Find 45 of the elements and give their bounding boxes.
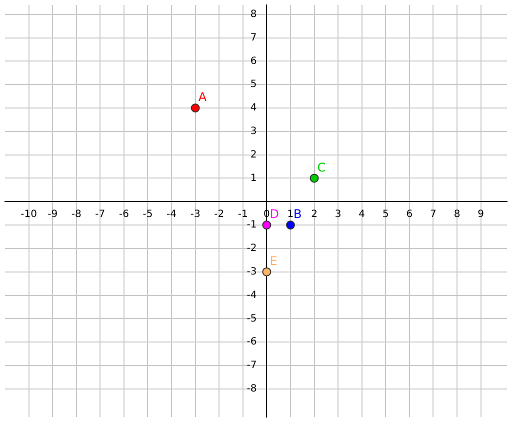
y-tick-label: 3 [250, 126, 257, 138]
x-tick-label: -7 [95, 209, 106, 220]
y-tick-label: -1 [246, 220, 257, 231]
y-tick-label: 1 [250, 172, 257, 184]
y-tick-label: -7 [246, 360, 257, 372]
x-tick-label: -6 [118, 209, 129, 220]
point [262, 220, 272, 230]
x-tick-label: 6 [406, 209, 413, 220]
y-tick-label: -4 [246, 290, 257, 301]
y-tick-label: 7 [250, 32, 257, 44]
x-tick-label: -3 [190, 209, 200, 220]
y-tick-label: 5 [250, 79, 257, 90]
y-tick-label: -5 [246, 313, 257, 324]
x-tick-label: -10 [20, 209, 37, 220]
series-label: E [270, 254, 278, 268]
y-tick-label: -2 [246, 243, 257, 254]
x-tick-label: 7 [430, 209, 436, 220]
x-tick-label: 5 [382, 209, 389, 220]
point [190, 104, 200, 112]
y-tick-label: -8 [246, 384, 257, 395]
y-tick-label: -3 [246, 266, 257, 278]
x-tick-label: -1 [238, 209, 248, 220]
x-tick-label: -2 [214, 209, 224, 220]
point [310, 174, 319, 183]
y-tick-label: 2 [250, 149, 257, 160]
x-tick-label: 4 [358, 209, 366, 220]
x-tick-label: -5 [142, 209, 153, 220]
y-tick-label: 6 [250, 56, 257, 67]
x-tick-label: 3 [334, 209, 342, 220]
series-label: B [294, 207, 302, 222]
x-tick-label: 8 [454, 209, 460, 220]
point [262, 267, 272, 276]
x-tick-label: -8 [71, 209, 82, 220]
y-tick-label: 8 [250, 8, 257, 20]
series-label: A [198, 90, 208, 104]
x-tick-label: -9 [48, 209, 58, 220]
series-label: D [270, 207, 279, 222]
x-tick-label: -4 [166, 209, 177, 220]
y-tick-label: -6 [246, 336, 257, 348]
point [286, 220, 295, 230]
x-tick-label: 2 [311, 209, 318, 220]
x-tick-label: 1 [287, 209, 294, 220]
series-label: C [317, 160, 326, 174]
y-tick-label: 4 [250, 102, 257, 114]
x-tick-label: 9 [478, 209, 484, 220]
